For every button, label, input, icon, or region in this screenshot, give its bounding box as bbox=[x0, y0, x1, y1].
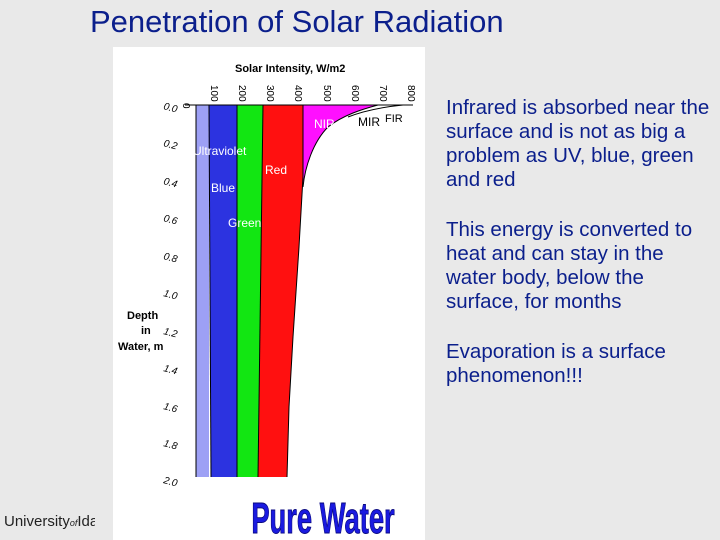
logo-part3: Idaho bbox=[77, 513, 96, 530]
y-tick-1: 0.2 bbox=[162, 138, 179, 152]
band-labels: Ultraviolet Blue Green Red NIR MIR FIR bbox=[193, 113, 403, 230]
x-axis-title: Solar Intensity, W/m2 bbox=[235, 63, 345, 75]
y-tick-0: 0.0 bbox=[162, 101, 179, 115]
y-tick-8: 1.6 bbox=[162, 401, 179, 415]
x-tick-500: 500 bbox=[321, 85, 332, 102]
band-green bbox=[237, 105, 263, 477]
slide-title: Penetration of Solar Radiation bbox=[90, 4, 504, 39]
label-ultraviolet: Ultraviolet bbox=[193, 144, 247, 158]
label-red: Red bbox=[265, 163, 287, 177]
y-tick-2: 0.4 bbox=[162, 176, 179, 190]
y-tick-4: 0.8 bbox=[162, 251, 179, 265]
x-tick-600: 600 bbox=[349, 85, 360, 102]
y-tick-labels: 0.0 0.2 0.4 0.6 0.8 1.0 1.2 1.4 1.6 1.8 … bbox=[161, 101, 179, 489]
bullet-infrared: Infrared is absorbed near the surface an… bbox=[446, 96, 710, 191]
caption-pure-water: Pure Water bbox=[251, 493, 394, 540]
band-ultraviolet bbox=[196, 105, 209, 477]
university-logo: UniversityofIdaho bbox=[4, 513, 95, 530]
label-green: Green bbox=[228, 216, 261, 230]
band-boundaries bbox=[195, 104, 404, 478]
y-axis-title: Depth in Water, m bbox=[118, 310, 164, 353]
x-tick-300: 300 bbox=[264, 85, 275, 102]
x-tick-100: 100 bbox=[208, 85, 219, 102]
bullet-list: Infrared is absorbed near the surface an… bbox=[446, 96, 716, 414]
y-tick-6: 1.2 bbox=[162, 326, 179, 340]
figure-svg: Solar Intensity, W/m2 0 100 200 300 400 … bbox=[118, 63, 416, 540]
label-nir: NIR bbox=[314, 117, 335, 131]
y-tick-3: 0.6 bbox=[162, 213, 179, 227]
band-nir bbox=[303, 105, 378, 187]
label-mir: MIR bbox=[358, 115, 380, 129]
solar-penetration-figure: Solar Intensity, W/m2 0 100 200 300 400 … bbox=[113, 47, 425, 540]
x-tick-200: 200 bbox=[236, 85, 247, 102]
x-tick-800: 800 bbox=[405, 85, 416, 102]
label-fir: FIR bbox=[385, 113, 403, 125]
x-tick-400: 400 bbox=[292, 85, 303, 102]
x-tick-labels: 0 100 200 300 400 500 600 700 800 bbox=[180, 85, 416, 109]
bullet-heat: This energy is converted to heat and can… bbox=[446, 218, 693, 313]
y-tick-9: 1.8 bbox=[162, 438, 179, 452]
y-tick-5: 1.0 bbox=[162, 288, 179, 302]
y-axis-title-line1: Depth bbox=[127, 310, 158, 322]
x-tick-700: 700 bbox=[377, 85, 388, 102]
y-tick-10: 2.0 bbox=[161, 475, 179, 490]
label-blue: Blue bbox=[211, 181, 235, 195]
y-tick-7: 1.4 bbox=[162, 363, 179, 377]
y-axis-title-line3: Water, m bbox=[118, 341, 164, 353]
band-blue bbox=[209, 105, 237, 477]
logo-part2: of bbox=[69, 518, 78, 528]
logo-part1: University bbox=[4, 513, 70, 530]
band-red bbox=[258, 105, 303, 477]
bullet-evaporation: Evaporation is a surface phenomenon!!! bbox=[446, 340, 666, 387]
y-axis-title-line2: in bbox=[141, 325, 151, 337]
x-tick-0: 0 bbox=[180, 103, 191, 109]
